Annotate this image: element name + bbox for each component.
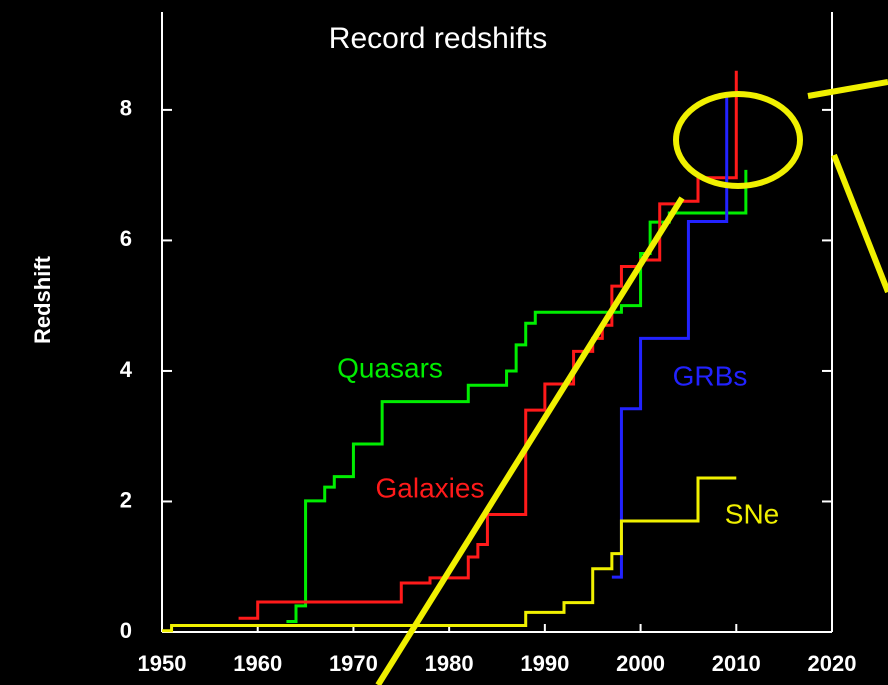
x-tick-label: 1990	[520, 651, 569, 676]
series-line	[162, 476, 737, 633]
x-tick-label: 2000	[616, 651, 665, 676]
legend-label: GRBs	[673, 360, 748, 391]
highlight-circle	[673, 91, 803, 189]
y-tick-label: 8	[120, 96, 132, 121]
legend-label: Galaxies	[376, 472, 485, 503]
x-tick-label: 2020	[808, 651, 857, 676]
y-tick-label: 4	[120, 357, 133, 382]
x-tick-label: 1950	[138, 651, 187, 676]
chart-title: Record redshifts	[329, 22, 547, 55]
y-tick-label: 6	[120, 226, 132, 251]
x-tick-label: 1980	[425, 651, 474, 676]
x-tick-label: 2010	[712, 651, 761, 676]
pointer-line	[807, 79, 888, 99]
legend-label: SNe	[725, 498, 779, 529]
y-axis-label: Redshift	[30, 255, 55, 344]
x-tick-label: 1970	[329, 651, 378, 676]
y-tick-label: 2	[120, 487, 132, 512]
x-tick-label: 1960	[233, 651, 282, 676]
legend-label: Quasars	[337, 352, 443, 383]
series-line	[238, 70, 738, 620]
annotation-highlight	[375, 79, 888, 685]
plot-area: 0 2 4 6 8 1950 1960 1970 1980 1990 2000 2010 2020 Qua…	[120, 12, 857, 676]
pointer-line	[831, 153, 888, 294]
y-tick-label: 0	[120, 618, 132, 643]
pointer-line	[375, 196, 685, 685]
